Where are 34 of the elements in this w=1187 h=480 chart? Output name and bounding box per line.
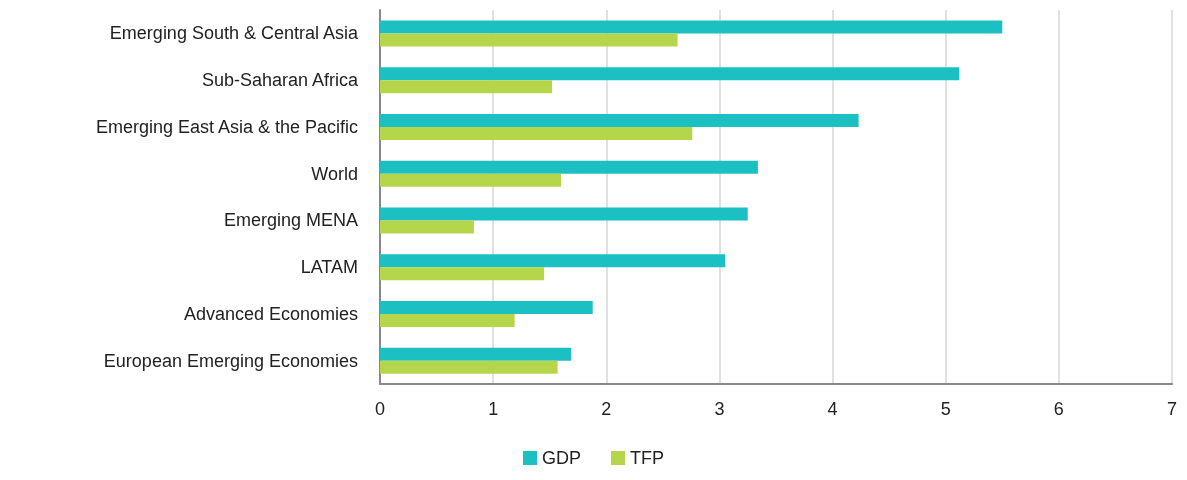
bar xyxy=(380,20,1003,34)
bar xyxy=(380,300,593,314)
y-tick-label: Emerging MENA xyxy=(223,210,358,231)
y-tick-label: Advanced Economies xyxy=(183,303,358,324)
bar xyxy=(380,80,552,94)
legend-label: GDP xyxy=(542,448,582,468)
y-tick-label: Emerging South & Central Asia xyxy=(109,23,359,44)
y-tick-label: LATAM xyxy=(300,257,358,278)
y-tick-label: Emerging East Asia & the Pacific xyxy=(95,116,358,137)
bar xyxy=(380,67,960,81)
bar xyxy=(380,173,562,187)
bar xyxy=(380,126,693,140)
x-tick-label: 3 xyxy=(714,399,725,419)
y-tick-label: World xyxy=(311,163,358,184)
bar xyxy=(380,267,545,281)
bar xyxy=(380,313,515,327)
bar xyxy=(380,113,859,127)
bar xyxy=(380,254,726,268)
x-tick-label: 0 xyxy=(374,399,386,419)
y-tick-label: European Emerging Economies xyxy=(103,350,358,371)
y-tick-label: Sub-Saharan Africa xyxy=(201,70,359,91)
bar xyxy=(380,347,572,361)
x-tick-label: 2 xyxy=(601,399,612,419)
bar xyxy=(380,207,748,221)
x-tick-label: 5 xyxy=(940,399,951,419)
bar xyxy=(380,160,758,174)
x-tick-label: 7 xyxy=(1166,399,1178,419)
x-tick-label: 6 xyxy=(1053,399,1064,419)
x-tick-label: 1 xyxy=(488,399,499,419)
bar xyxy=(380,360,558,374)
legend-label: TFP xyxy=(630,448,664,468)
bar xyxy=(380,33,678,47)
bar xyxy=(380,220,474,234)
x-tick-label: 4 xyxy=(827,399,838,419)
